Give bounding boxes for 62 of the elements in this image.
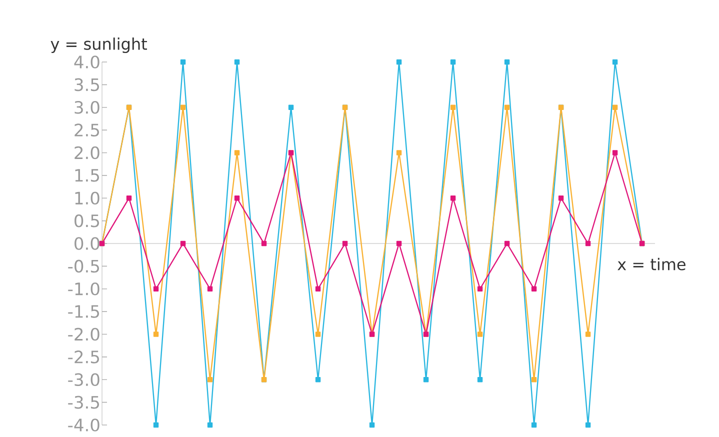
point	[207, 377, 213, 382]
x-axis-title: x = time	[618, 258, 686, 270]
point	[477, 332, 483, 337]
point	[315, 377, 321, 382]
point	[369, 422, 375, 428]
point	[423, 377, 429, 382]
y-tick-label: -1.0	[68, 282, 100, 296]
point	[207, 286, 213, 292]
y-tick-label: 3.0	[74, 100, 100, 114]
y-tick-label: -3.5	[68, 396, 99, 409]
y-tick-label: 0.5	[74, 214, 99, 228]
point	[180, 240, 186, 246]
point	[612, 150, 618, 156]
point	[153, 422, 159, 428]
point	[504, 104, 510, 110]
point	[531, 286, 537, 292]
point	[396, 150, 402, 156]
point	[504, 59, 510, 65]
point	[531, 377, 537, 382]
point	[234, 150, 240, 156]
point	[234, 196, 240, 201]
y-tick-label: -4.0	[68, 418, 100, 432]
point	[504, 240, 510, 246]
y-tick-label: 0.0	[74, 237, 100, 250]
y-tick-label: -1.5	[68, 305, 99, 318]
y-tick-label: 4.0	[74, 56, 100, 68]
point	[450, 104, 456, 110]
point	[261, 240, 267, 246]
y-tick-label: -0.5	[68, 260, 99, 273]
point	[531, 422, 537, 428]
y-tick-label: 2.0	[74, 146, 100, 160]
point	[585, 240, 591, 246]
point	[450, 59, 456, 65]
y-axis-title: y = sunlight	[50, 38, 147, 54]
point	[477, 286, 483, 292]
point	[153, 286, 159, 292]
y-tick-label: -2.0	[68, 328, 100, 341]
point	[558, 196, 564, 201]
point	[207, 422, 213, 428]
point	[315, 332, 321, 337]
point	[234, 59, 240, 65]
point	[477, 377, 483, 382]
point	[585, 422, 591, 428]
point	[180, 104, 186, 110]
y-tick-label: 1.5	[75, 169, 99, 182]
point	[585, 332, 591, 337]
point	[153, 332, 159, 337]
point	[126, 196, 132, 201]
point	[315, 286, 321, 292]
y-tick-label: -3.0	[68, 373, 100, 386]
point	[180, 59, 186, 65]
y-tick-label: 3.5	[74, 78, 99, 92]
y-tick-label: 2.5	[74, 124, 99, 136]
point	[396, 240, 402, 246]
point	[288, 104, 294, 110]
point	[450, 196, 456, 201]
y-tick-label: -2.5	[68, 350, 99, 364]
point	[396, 59, 402, 65]
point	[612, 104, 618, 110]
point	[612, 59, 618, 65]
point	[342, 240, 348, 246]
y-tick-label: 1.0	[75, 192, 100, 205]
